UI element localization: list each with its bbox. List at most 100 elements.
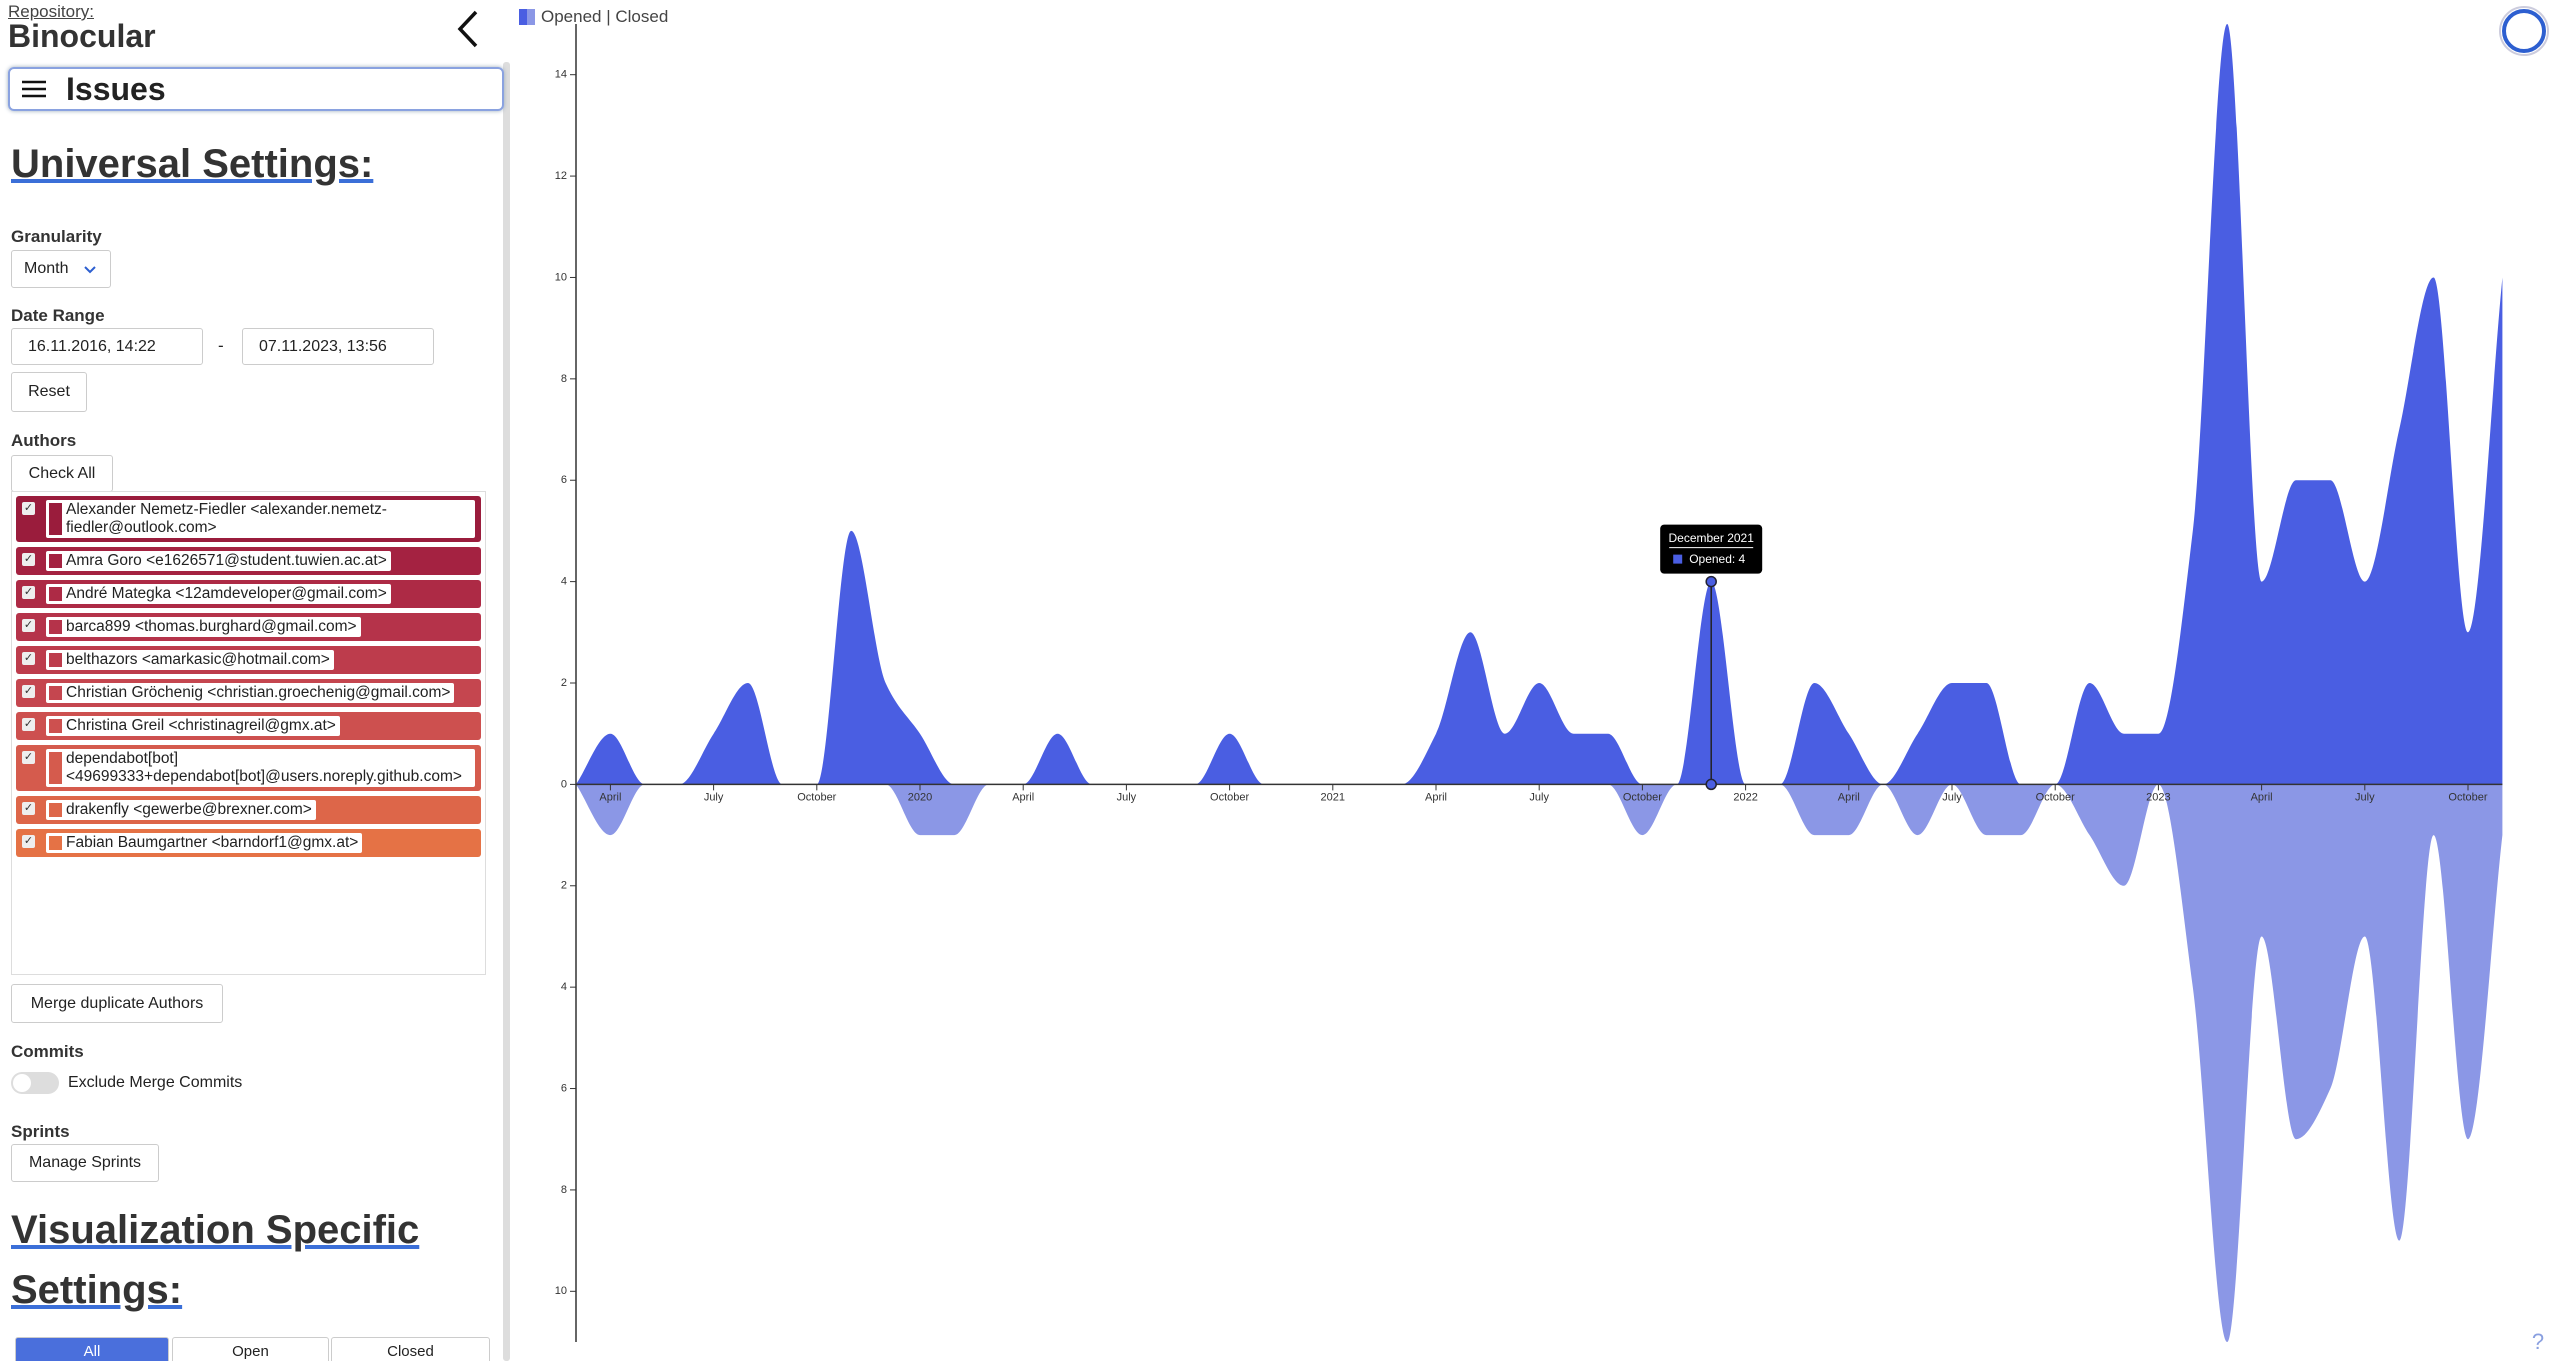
author-item: ✓ belthazors <amarkasic@hotmail.com> xyxy=(16,646,481,674)
author-checkbox[interactable]: ✓ xyxy=(22,652,35,665)
author-label: Christian Gröchenig <christian.groecheni… xyxy=(66,684,451,701)
x-tick-label: April xyxy=(2251,791,2273,803)
author-checkbox[interactable]: ✓ xyxy=(22,835,35,848)
filter-label: Closed xyxy=(387,1343,434,1360)
tooltip-base xyxy=(1705,778,1717,791)
author-color xyxy=(49,752,62,784)
date-from-value: 16.11.2016, 14:22 xyxy=(28,338,156,355)
x-tick-label: October xyxy=(1210,791,1249,803)
date-to[interactable]: 07.11.2023, 13:56 xyxy=(242,328,434,365)
date-from[interactable]: 16.11.2016, 14:22 xyxy=(11,328,203,365)
help[interactable]: ? xyxy=(2532,1329,2544,1354)
x-tick-label: July xyxy=(704,791,724,803)
scrollbar[interactable] xyxy=(503,62,510,1361)
authors-label: Authors xyxy=(11,431,77,450)
tooltip: December 2021 Opened: 4 xyxy=(1660,524,1763,574)
exclude-merge-toggle[interactable] xyxy=(11,1072,59,1094)
author-checkbox[interactable]: ✓ xyxy=(22,718,35,731)
author-name: Alexander Nemetz-Fiedler <alexander.neme… xyxy=(46,500,475,538)
x-tick-label: July xyxy=(2355,791,2375,803)
author-label: Christina Greil <christinagreil@gmx.at> xyxy=(66,717,336,734)
repository-label[interactable]: Repository: xyxy=(8,2,94,21)
author-color xyxy=(49,653,62,667)
x-tick-label: October xyxy=(1623,791,1662,803)
check-all-button[interactable]: Check All xyxy=(11,455,113,492)
author-checkbox[interactable]: ✓ xyxy=(22,619,35,632)
x-tick-label: 2023 xyxy=(2146,791,2170,803)
loading-ring xyxy=(2499,6,2549,56)
author-name: Fabian Baumgartner <barndorf1@gmx.at> xyxy=(46,833,363,853)
author-checkbox[interactable]: ✓ xyxy=(22,751,35,764)
author-item: ✓ Christian Gröchenig <christian.groechen… xyxy=(16,679,481,707)
exclude-merge-label: Exclude Merge Commits xyxy=(68,1074,243,1091)
view-selector[interactable]: Issues xyxy=(8,67,504,111)
y-tick-label: 14 xyxy=(555,69,567,81)
y-tick-label: 12 xyxy=(555,170,567,182)
author-checkbox[interactable]: ✓ xyxy=(22,553,35,566)
x-tick-label: 2021 xyxy=(1321,791,1345,803)
tooltip-text: Opened: 4 xyxy=(1689,552,1745,566)
legend-entry: Closed xyxy=(615,7,668,26)
filter-button[interactable]: All xyxy=(15,1337,169,1361)
tooltip-box xyxy=(1660,524,1763,574)
legend-separator: | xyxy=(602,7,616,26)
granularity-value: Month xyxy=(24,260,69,277)
author-name: belthazors <amarkasic@hotmail.com> xyxy=(46,650,334,670)
y-tick-label: 2 xyxy=(561,880,567,892)
reset-button[interactable]: Reset xyxy=(11,372,87,412)
author-item: ✓ Alexander Nemetz-Fiedler <alexander.nem… xyxy=(16,496,481,542)
y-tick-label: 6 xyxy=(561,474,567,486)
author-label: Alexander Nemetz-Fiedler <alexander.neme… xyxy=(66,501,387,536)
author-label: belthazors <amarkasic@hotmail.com> xyxy=(66,651,330,668)
collapse-button[interactable] xyxy=(452,8,482,50)
author-name: Christian Gröchenig <christian.groecheni… xyxy=(46,683,455,703)
y-tick-label: 4 xyxy=(561,981,567,993)
author-checkbox[interactable]: ✓ xyxy=(22,802,35,815)
y-tick-label: 6 xyxy=(561,1082,567,1094)
author-checkbox[interactable]: ✓ xyxy=(22,685,35,698)
x-tick-label: April xyxy=(1838,791,1860,803)
author-name: drakenfly <gewerbe@brexner.com> xyxy=(46,800,316,820)
visualization-heading: Visualization Specific Settings: xyxy=(11,1208,420,1312)
author-color xyxy=(49,554,62,568)
author-item: ✓ drakenfly <gewerbe@brexner.com> xyxy=(16,796,481,824)
author-name: barca899 <thomas.burghard@gmail.com> xyxy=(46,617,361,637)
author-label: drakenfly <gewerbe@brexner.com> xyxy=(66,801,312,818)
author-checkbox[interactable]: ✓ xyxy=(22,502,35,515)
manage-sprints-button[interactable]: Manage Sprints xyxy=(11,1144,159,1182)
author-item: ✓ Amra Goro <e1626571@student.tuwien.ac.a… xyxy=(16,547,481,575)
sidebar: Repository: Binocular Issues Universal S… xyxy=(0,0,510,1361)
legend-swatch-opened xyxy=(519,9,527,25)
x-tick-label: April xyxy=(1425,791,1447,803)
author-item: ✓ André Mategka <12amdeveloper@gmail.com> xyxy=(16,580,481,608)
author-name: dependabot[bot] <49699333+dependabot[bot… xyxy=(46,749,475,787)
filter-button[interactable]: Open xyxy=(172,1337,329,1361)
y-tick-label: 10 xyxy=(555,271,567,283)
universal-heading: Universal Settings: xyxy=(11,142,374,186)
merge-button[interactable]: Merge duplicate Authors xyxy=(11,984,223,1023)
tooltip-title: December 2021 xyxy=(1669,531,1755,545)
date-to-value: 07.11.2023, 13:56 xyxy=(259,338,387,355)
author-item: ✓ dependabot[bot] <49699333+dependabot[bo… xyxy=(16,745,481,791)
x-tick-label: October xyxy=(2448,791,2487,803)
x-tick-label: 2022 xyxy=(1733,791,1757,803)
granularity-label: Granularity xyxy=(11,227,102,246)
author-checkbox[interactable]: ✓ xyxy=(22,586,35,599)
filter-button[interactable]: Closed xyxy=(331,1337,490,1361)
tooltip-swatch xyxy=(1673,554,1683,564)
author-color xyxy=(49,686,62,700)
author-label: barca899 <thomas.burghard@gmail.com> xyxy=(66,618,357,635)
filter-label: All xyxy=(83,1343,101,1360)
author-name: Christina Greil <christinagreil@gmx.at> xyxy=(46,716,340,736)
x-tick-label: April xyxy=(599,791,621,803)
filter-label: Open xyxy=(232,1343,269,1360)
x-tick-label: July xyxy=(1117,791,1137,803)
area-closed xyxy=(576,784,2503,1342)
repository-name: Binocular xyxy=(8,18,156,54)
granularity-select[interactable]: Month xyxy=(11,250,111,288)
legend-entry: Opened xyxy=(541,7,602,26)
author-color xyxy=(49,719,62,733)
author-label: Amra Goro <e1626571@student.tuwien.ac.at… xyxy=(66,552,387,569)
commits-label: Commits xyxy=(11,1042,84,1061)
chevron xyxy=(84,266,96,274)
